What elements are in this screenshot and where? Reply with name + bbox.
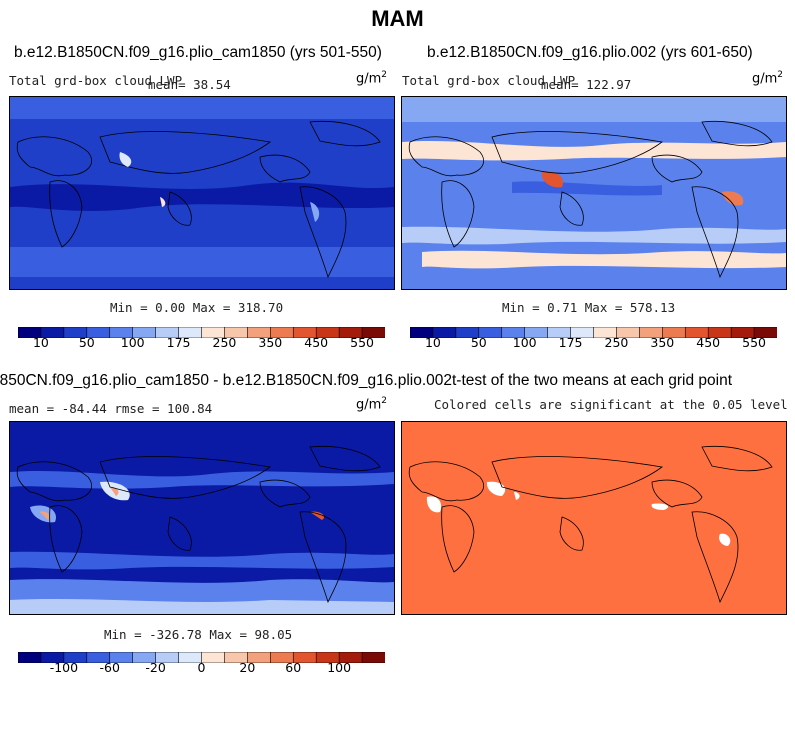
panel3-stats: mean = -84.44 rmse = 100.84 [9, 401, 213, 416]
panel2-colorbar-svg [409, 326, 778, 339]
panel2-map [401, 96, 787, 290]
panel3-colorbar-svg [17, 651, 386, 664]
panel4-title: t-test of the two means at each grid poi… [452, 372, 733, 389]
panel2-colorbar [409, 323, 778, 339]
colorbar-tick-label: 60 [285, 660, 302, 675]
panel3-minmax: Min = -326.78 Max = 98.05 [104, 627, 293, 642]
figure-title: MAM [371, 6, 424, 31]
panel3-title-clip: b.e12.B1850CN.f09_g16.plio_cam1850 - b.e… [0, 372, 452, 392]
colorbar-tick-label: 250 [604, 335, 629, 350]
colorbar-tick-label: 0 [197, 660, 206, 675]
colorbar-tick-label: 350 [650, 335, 675, 350]
panel3-title: b.e12.B1850CN.f09_g16.plio_cam1850 - b.e… [0, 372, 452, 389]
colorbar-tick-label: 450 [304, 335, 329, 350]
panel3-map [9, 421, 395, 615]
panel3-units: g/m2 [356, 396, 388, 413]
panel2-colorbar-ticks: 10 50 100 175 250 350 450 550 [410, 335, 777, 351]
colorbar-tick-label: 100 [327, 660, 352, 675]
panel4-map [401, 421, 787, 615]
colorbar-tick-label: 100 [120, 335, 145, 350]
panel3-colorbar [17, 648, 386, 664]
panel2-minmax: Min = 0.71 Max = 578.13 [502, 300, 676, 315]
panel1-subtitle: Total grd-box cloud LWP [9, 73, 183, 88]
panel2-title: b.e12.B1850CN.f09_g16.plio.002 (yrs 601-… [427, 44, 753, 61]
panel1-colorbar [17, 323, 386, 339]
panel3-colorbar-ticks: -100 -60 -20 0 20 60 100 [18, 660, 385, 676]
panel1-minmax: Min = 0.00 Max = 318.70 [110, 300, 284, 315]
colorbar-tick-label: 450 [696, 335, 721, 350]
colorbar-tick-label: 50 [470, 335, 487, 350]
colorbar-tick-label: -100 [49, 660, 79, 675]
panel4-subtitle: Colored cells are significant at the 0.0… [434, 397, 788, 412]
colorbar-tick-label: 20 [239, 660, 256, 675]
colorbar-tick-label: 50 [78, 335, 95, 350]
colorbar-tick-label: -60 [99, 660, 120, 675]
colorbar-tick-label: 175 [166, 335, 191, 350]
panel1-mean: mean= 38.54 [148, 77, 231, 92]
colorbar-tick-label: 550 [742, 335, 766, 350]
colorbar-tick-label: 175 [558, 335, 583, 350]
colorbar-tick-label: 550 [350, 335, 374, 350]
panel3-map-svg [10, 422, 394, 614]
panel4-map-svg [402, 422, 786, 614]
colorbar-tick-label: 350 [258, 335, 283, 350]
panel2-units: g/m2 [752, 70, 784, 87]
panel1-units: g/m2 [356, 70, 388, 87]
panel2-mean: mean= 122.97 [541, 77, 632, 92]
colorbar-tick-label: 10 [424, 335, 441, 350]
panel1-map-svg [10, 97, 394, 289]
colorbar-tick-label: 10 [32, 335, 49, 350]
colorbar-tick-label: 100 [512, 335, 537, 350]
colorbar-tick-label: 250 [212, 335, 237, 350]
panel2-map-svg [402, 97, 786, 289]
panel1-title: b.e12.B1850CN.f09_g16.plio_cam1850 (yrs … [14, 44, 382, 61]
panel1-map [9, 96, 395, 290]
panel1-colorbar-ticks: 10 50 100 175 250 350 450 550 [18, 335, 385, 351]
panel2-subtitle: Total grd-box cloud LWP [402, 73, 576, 88]
colorbar-tick-label: -20 [145, 660, 166, 675]
